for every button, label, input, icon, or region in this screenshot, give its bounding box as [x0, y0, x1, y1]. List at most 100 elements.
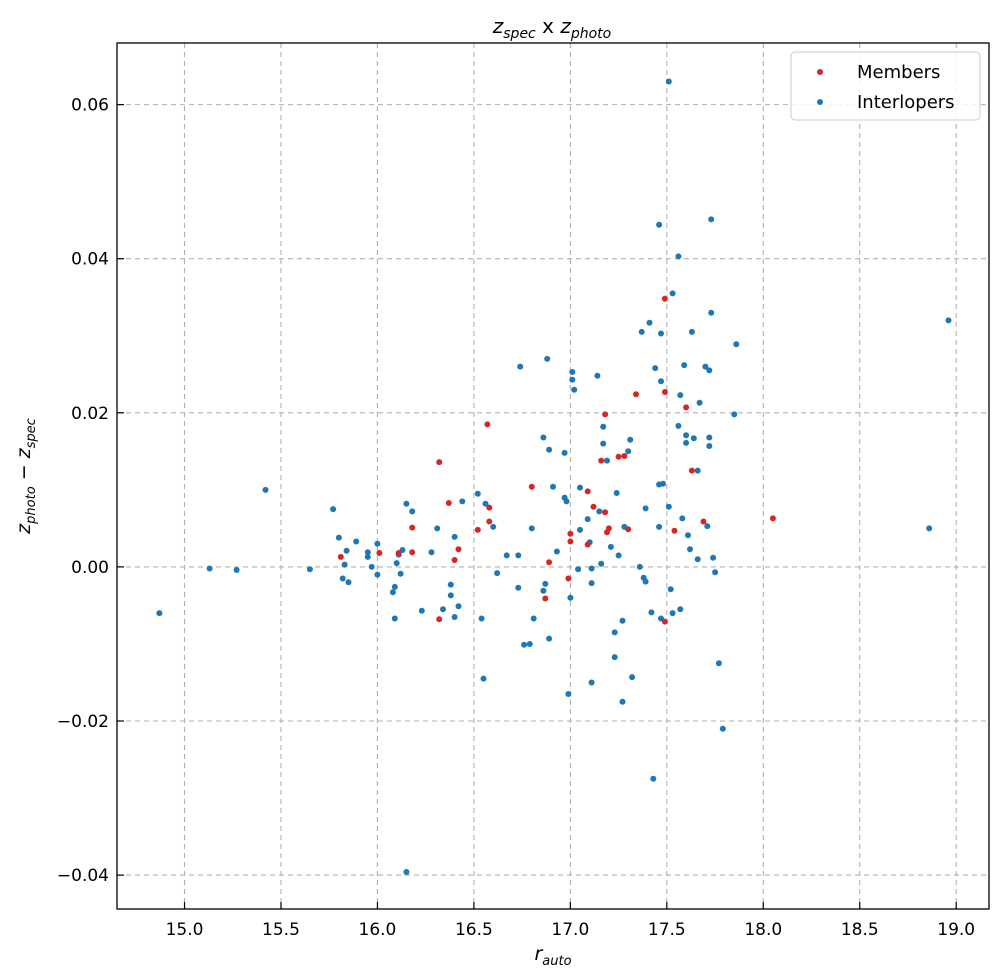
point-interlopers	[667, 586, 674, 593]
point-interlopers	[625, 448, 632, 455]
point-interlopers	[638, 328, 645, 335]
point-interlopers	[619, 698, 626, 705]
point-interlopers	[658, 378, 664, 385]
x-tick-label: 18.5	[841, 920, 879, 940]
point-interlopers	[669, 290, 676, 297]
y-tick-label: 0.00	[71, 558, 109, 578]
x-tick-label: 15.0	[166, 920, 204, 940]
point-members	[769, 515, 776, 522]
point-interlopers	[712, 569, 719, 576]
point-interlopers	[611, 629, 618, 636]
point-members	[445, 500, 452, 506]
point-interlopers	[526, 641, 533, 647]
point-interlopers	[588, 679, 595, 686]
point-members	[590, 503, 597, 510]
y-axis-label: zphoto − zspec	[13, 418, 39, 535]
point-interlopers	[428, 549, 435, 556]
point-interlopers	[455, 603, 462, 610]
legend: Members Interlopers	[790, 51, 981, 121]
y-tick-label: −0.04	[57, 866, 109, 886]
x-axis-label: rauto	[534, 943, 571, 969]
point-interlopers	[658, 330, 664, 337]
point-members	[436, 616, 443, 623]
point-interlopers	[733, 341, 740, 348]
point-interlopers	[345, 579, 352, 586]
point-members	[661, 618, 668, 625]
point-interlopers	[588, 565, 595, 572]
point-members	[436, 459, 443, 466]
x-tick-label: 18.0	[744, 920, 782, 940]
point-interlopers	[669, 610, 676, 617]
point-interlopers	[374, 571, 381, 578]
point-interlopers	[715, 660, 722, 667]
point-interlopers	[588, 580, 595, 587]
point-interlopers	[613, 490, 620, 496]
legend-box	[790, 51, 981, 121]
legend-marker-interlopers	[817, 99, 823, 105]
x-tick-label: 19.0	[937, 920, 975, 940]
point-members	[451, 557, 458, 563]
point-interlopers	[474, 490, 481, 497]
point-interlopers	[665, 503, 672, 510]
x-tick-label: 15.5	[262, 920, 300, 940]
point-interlopers	[677, 606, 684, 613]
point-interlopers	[600, 423, 607, 430]
point-interlopers	[677, 392, 684, 399]
y-tick-label: 0.04	[71, 250, 109, 270]
point-members	[625, 526, 632, 533]
point-interlopers	[418, 607, 425, 614]
point-members	[584, 488, 591, 495]
point-interlopers	[482, 500, 489, 507]
point-members	[486, 518, 493, 525]
y-tick-label: 0.02	[71, 404, 109, 424]
point-interlopers	[478, 615, 485, 622]
point-members	[584, 541, 591, 548]
point-interlopers	[440, 606, 446, 613]
point-interlopers	[704, 523, 711, 530]
point-interlopers	[447, 581, 454, 588]
point-interlopers	[569, 376, 576, 383]
point-interlopers	[596, 508, 603, 515]
point-interlopers	[627, 436, 634, 443]
point-interlopers	[563, 498, 570, 505]
point-members	[567, 530, 574, 537]
x-tick-label: 17.0	[551, 920, 589, 940]
x-tick-label: 17.5	[648, 920, 686, 940]
point-interlopers	[598, 560, 605, 567]
point-interlopers	[515, 584, 522, 591]
point-interlopers	[569, 369, 576, 375]
point-interlopers	[584, 516, 591, 523]
point-members	[409, 524, 416, 531]
point-interlopers	[694, 556, 701, 563]
point-interlopers	[403, 500, 410, 507]
point-members	[486, 504, 493, 511]
point-interlopers	[515, 552, 522, 559]
point-interlopers	[646, 319, 653, 326]
axis-ticks: 15.0 15.5 16.0 16.5 17.0 17.5 18.0 18.5 19.0 −0.0…	[57, 96, 975, 940]
point-interlopers	[306, 566, 313, 573]
point-interlopers	[542, 580, 549, 587]
point-interlopers	[719, 725, 726, 732]
point-interlopers	[409, 508, 416, 515]
point-interlopers	[607, 543, 614, 550]
point-interlopers	[604, 457, 610, 464]
point-interlopers	[702, 363, 709, 370]
point-members	[546, 559, 553, 566]
point-interlopers	[571, 386, 578, 393]
point-interlopers	[687, 546, 693, 553]
point-members	[376, 550, 383, 556]
point-members	[602, 411, 609, 418]
point-interlopers	[642, 578, 649, 585]
point-interlopers	[544, 355, 551, 362]
point-interlopers	[652, 365, 659, 372]
point-members	[409, 549, 416, 556]
point-interlopers	[665, 78, 672, 85]
point-interlopers	[540, 434, 547, 441]
point-interlopers	[636, 563, 643, 570]
point-interlopers	[565, 691, 572, 697]
point-members	[602, 509, 609, 516]
point-members	[565, 575, 572, 582]
plot-frame	[116, 42, 990, 910]
point-members	[700, 518, 707, 525]
